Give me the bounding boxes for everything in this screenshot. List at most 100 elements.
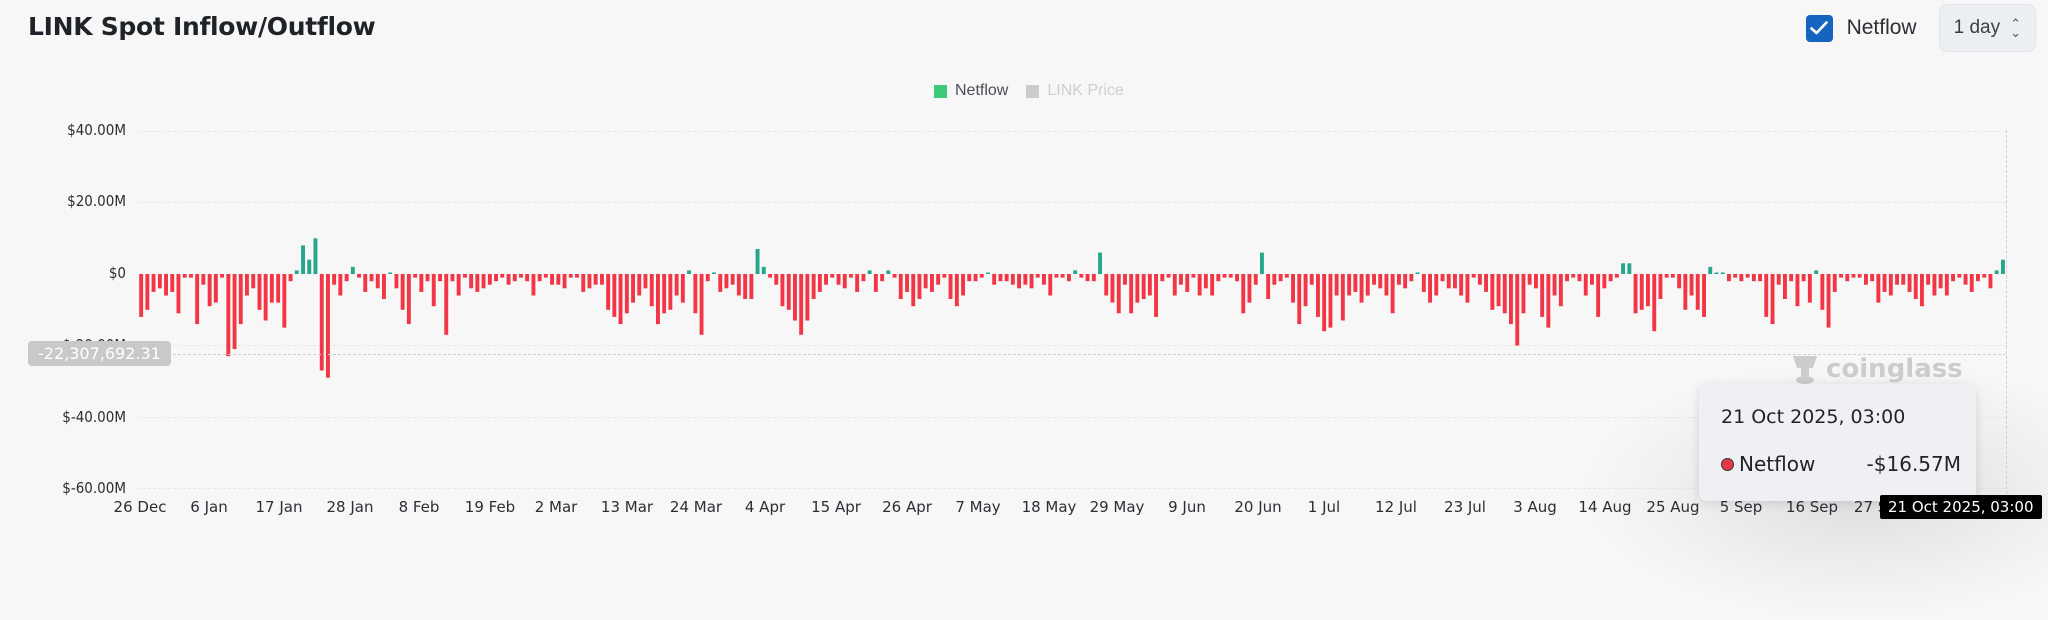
netflow-bar[interactable] xyxy=(1141,274,1146,299)
netflow-bar[interactable] xyxy=(680,274,685,303)
netflow-bar[interactable] xyxy=(600,274,604,285)
netflow-bar[interactable] xyxy=(1135,274,1140,303)
netflow-bar[interactable] xyxy=(1253,274,1258,285)
netflow-bar[interactable] xyxy=(1378,274,1383,289)
netflow-bar[interactable] xyxy=(276,274,281,303)
netflow-bar[interactable] xyxy=(1764,274,1769,317)
netflow-bar[interactable] xyxy=(413,274,418,278)
netflow-bar[interactable] xyxy=(369,274,374,282)
netflow-bar[interactable] xyxy=(1222,274,1227,278)
netflow-bar[interactable] xyxy=(282,274,287,328)
netflow-bar[interactable] xyxy=(631,274,635,303)
netflow-bar[interactable] xyxy=(575,274,579,278)
netflow-bar[interactable] xyxy=(1191,274,1196,278)
netflow-bar[interactable] xyxy=(1944,274,1949,296)
netflow-bar[interactable] xyxy=(1783,274,1787,299)
netflow-bar[interactable] xyxy=(431,274,436,307)
netflow-bar[interactable] xyxy=(469,274,474,289)
netflow-bar[interactable] xyxy=(1073,270,1078,274)
netflow-bar[interactable] xyxy=(425,274,430,282)
netflow-bar[interactable] xyxy=(2001,259,2005,274)
netflow-bar[interactable] xyxy=(1085,274,1090,282)
netflow-bar[interactable] xyxy=(338,274,343,296)
netflow-bar[interactable] xyxy=(1770,274,1775,325)
netflow-bar[interactable] xyxy=(1172,274,1177,296)
netflow-bar[interactable] xyxy=(1359,274,1364,303)
netflow-bar[interactable] xyxy=(450,274,455,282)
netflow-bar[interactable] xyxy=(1147,274,1152,296)
netflow-bar[interactable] xyxy=(612,274,617,317)
netflow-bar[interactable] xyxy=(164,274,168,296)
netflow-bar[interactable] xyxy=(1733,274,1738,278)
netflow-bar[interactable] xyxy=(712,272,716,275)
netflow-bar[interactable] xyxy=(1646,274,1650,307)
netflow-bar[interactable] xyxy=(1415,272,1420,275)
netflow-bar[interactable] xyxy=(512,274,517,282)
netflow-bar[interactable] xyxy=(1789,274,1794,282)
netflow-bar[interactable] xyxy=(1751,274,1756,282)
netflow-bar[interactable] xyxy=(954,274,959,307)
netflow-bar[interactable] xyxy=(1963,274,1968,285)
netflow-bar[interactable] xyxy=(1328,274,1333,328)
netflow-bar[interactable] xyxy=(1235,274,1239,282)
netflow-bar[interactable] xyxy=(1577,274,1582,282)
netflow-bar[interactable] xyxy=(1035,274,1040,278)
netflow-bar[interactable] xyxy=(1272,274,1277,285)
netflow-bar[interactable] xyxy=(294,270,299,274)
netflow-bar[interactable] xyxy=(1565,274,1569,282)
netflow-bar[interactable] xyxy=(911,274,916,307)
netflow-bar[interactable] xyxy=(1098,252,1102,275)
netflow-bar[interactable] xyxy=(1372,274,1376,285)
netflow-bar[interactable] xyxy=(475,274,480,292)
netflow-bar[interactable] xyxy=(550,274,554,285)
netflow-bar[interactable] xyxy=(1807,274,1812,303)
netflow-bar[interactable] xyxy=(1652,274,1657,332)
netflow-bar[interactable] xyxy=(1203,274,1208,289)
netflow-bar[interactable] xyxy=(1104,274,1109,296)
netflow-bar[interactable] xyxy=(1527,274,1532,285)
netflow-bar[interactable] xyxy=(1079,274,1084,278)
netflow-bar[interactable] xyxy=(1820,274,1825,310)
netflow-bar[interactable] xyxy=(350,266,355,275)
netflow-bar[interactable] xyxy=(145,274,150,310)
legend-item-netflow[interactable]: Netflow xyxy=(934,82,1008,100)
netflow-bar[interactable] xyxy=(1708,266,1713,275)
netflow-bar[interactable] xyxy=(382,274,386,299)
netflow-bar[interactable] xyxy=(1459,274,1464,296)
netflow-bar[interactable] xyxy=(1845,274,1850,282)
netflow-bar[interactable] xyxy=(406,274,411,325)
netflow-bar[interactable] xyxy=(768,274,772,278)
netflow-bar[interactable] xyxy=(1546,274,1551,328)
netflow-bar[interactable] xyxy=(1322,274,1327,332)
netflow-bar[interactable] xyxy=(705,274,710,282)
netflow-bar[interactable] xyxy=(1303,274,1308,307)
netflow-bar[interactable] xyxy=(238,274,243,325)
netflow-bar[interactable] xyxy=(1670,274,1675,278)
netflow-bar[interactable] xyxy=(649,274,654,307)
netflow-bar[interactable] xyxy=(1179,274,1183,285)
netflow-bar[interactable] xyxy=(718,274,723,292)
netflow-bar[interactable] xyxy=(189,274,193,278)
netflow-bar[interactable] xyxy=(1683,274,1688,310)
netflow-bar[interactable] xyxy=(1888,274,1893,296)
netflow-bar[interactable] xyxy=(749,274,754,299)
netflow-bar[interactable] xyxy=(1048,274,1053,296)
netflow-bar[interactable] xyxy=(1509,274,1513,325)
netflow-bar[interactable] xyxy=(1340,274,1345,321)
netflow-bar[interactable] xyxy=(1839,274,1843,278)
netflow-bar[interactable] xyxy=(313,238,318,275)
netflow-bar[interactable] xyxy=(761,266,766,275)
netflow-bar[interactable] xyxy=(668,274,673,310)
netflow-bar[interactable] xyxy=(481,274,486,289)
netflow-bar[interactable] xyxy=(942,274,947,278)
netflow-bar[interactable] xyxy=(1920,274,1924,307)
netflow-bar[interactable] xyxy=(1720,272,1725,275)
netflow-bar[interactable] xyxy=(1913,274,1918,299)
netflow-bar[interactable] xyxy=(930,274,934,292)
netflow-bar[interactable] xyxy=(867,270,872,274)
netflow-bar[interactable] xyxy=(936,274,941,285)
netflow-bar[interactable] xyxy=(176,274,181,314)
netflow-bar[interactable] xyxy=(1596,274,1601,317)
netflow-bar[interactable] xyxy=(1334,274,1339,296)
netflow-bar[interactable] xyxy=(817,274,822,292)
